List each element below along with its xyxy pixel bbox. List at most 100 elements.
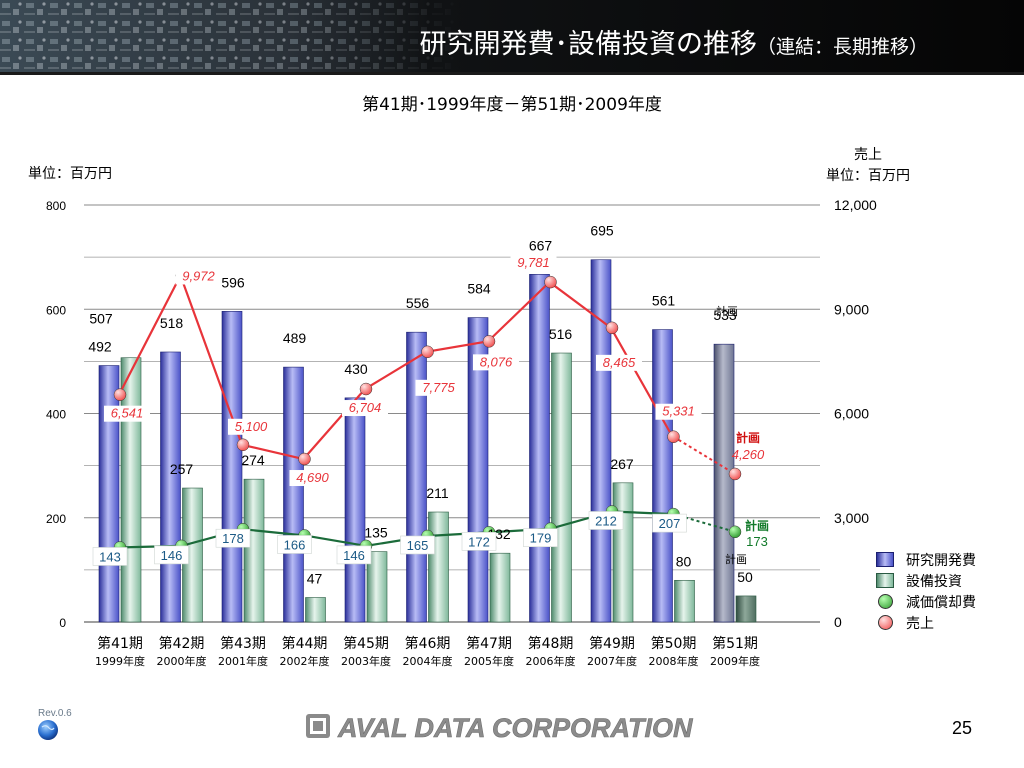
category-year-label: 1999年度 bbox=[95, 654, 145, 668]
rd-bar bbox=[652, 329, 673, 623]
depreciation-label-box bbox=[92, 547, 128, 566]
rd-value-label: 596 bbox=[221, 274, 245, 290]
right-tick-label: 9,000 bbox=[834, 301, 869, 317]
sales-value-label: 5,331 bbox=[662, 404, 695, 419]
rd-value-label: 695 bbox=[590, 223, 614, 239]
capex-value-label: 50 bbox=[737, 569, 753, 585]
sales-value-label: 5,100 bbox=[235, 419, 268, 434]
legend-label: 設備投資 bbox=[906, 573, 962, 590]
rd-value-label: 489 bbox=[283, 330, 307, 346]
depreciation-value-label: 212 bbox=[595, 513, 617, 528]
left-tick-label: 0 bbox=[59, 616, 66, 630]
right-axis-title: 売上 bbox=[854, 147, 882, 163]
depreciation-plan-label: 計画 bbox=[745, 518, 769, 533]
rd-value-label: 561 bbox=[652, 293, 676, 309]
capex-value-label: 257 bbox=[170, 461, 194, 477]
category-label: 第51期 bbox=[712, 635, 758, 652]
category-label: 第49期 bbox=[589, 635, 635, 652]
category-year-label: 2001年度 bbox=[218, 654, 268, 668]
legend-marker-icon bbox=[877, 615, 893, 630]
sales-label-box bbox=[289, 470, 336, 487]
legend-swatch bbox=[872, 552, 898, 568]
category-year-label: 2009年度 bbox=[710, 654, 760, 668]
category-year-label: 2002年度 bbox=[280, 654, 330, 668]
page-title-main: 研究開発費･設備投資の推移 bbox=[419, 29, 757, 60]
category-label: 第44期 bbox=[282, 635, 328, 652]
category-year-label: 2004年度 bbox=[403, 654, 453, 668]
left-axis-unit: 単位：百万円 bbox=[28, 166, 112, 182]
sales-value-label: 4,690 bbox=[296, 470, 329, 485]
depreciation-value-label: 146 bbox=[161, 548, 183, 563]
sales-marker bbox=[359, 382, 373, 396]
page-number: 25 bbox=[951, 718, 972, 738]
legend-item: 設備投資 bbox=[872, 570, 976, 591]
company-name: AVAL DATA CORPORATION bbox=[337, 713, 693, 743]
capex-bar bbox=[735, 595, 757, 623]
right-tick-label: 0 bbox=[834, 614, 842, 630]
sales-value-label: 7,775 bbox=[422, 380, 455, 395]
rd-bar bbox=[529, 274, 550, 623]
chart-legend: 研究開発費 設備投資 減価償却費 売上 bbox=[872, 549, 976, 633]
rd-bar bbox=[590, 259, 612, 623]
legend-item: 研究開発費 bbox=[872, 549, 976, 570]
sales-value-label: 9,972 bbox=[182, 268, 215, 283]
depreciation-value-label: 166 bbox=[284, 537, 306, 552]
depreciation-value-label: 179 bbox=[530, 531, 552, 546]
legend-label: 売上 bbox=[906, 615, 934, 632]
legend-label: 研究開発費 bbox=[906, 552, 976, 569]
sales-marker bbox=[236, 438, 250, 452]
category-year-label: 2000年度 bbox=[157, 654, 207, 668]
category-year-label: 2006年度 bbox=[526, 654, 576, 668]
depreciation-value-label: 165 bbox=[407, 538, 429, 553]
legend-item: 売上 bbox=[872, 612, 976, 633]
legend-bar-icon bbox=[876, 573, 894, 588]
left-tick-label: 200 bbox=[46, 512, 66, 526]
sales-marker bbox=[298, 452, 311, 466]
sales-marker bbox=[728, 467, 742, 481]
depreciation-label-box bbox=[400, 535, 435, 555]
rd-plan-label: 計画 bbox=[716, 304, 738, 318]
capex-bar bbox=[305, 597, 326, 623]
category-year-label: 2003年度 bbox=[341, 654, 391, 668]
line-series bbox=[113, 269, 742, 554]
legend-marker-icon bbox=[877, 594, 893, 609]
rd-value-label: 533 bbox=[713, 307, 737, 323]
sales-label-box bbox=[228, 418, 274, 435]
data-labels: 492 518 596 489 430 556 584 667 695 561 533 507 257 2… bbox=[88, 223, 769, 587]
sales-label-box bbox=[596, 354, 642, 371]
legend-swatch bbox=[872, 594, 898, 610]
category-label: 第43期 bbox=[220, 635, 266, 652]
depreciation-label-box bbox=[588, 511, 624, 530]
period-subtitle: 第41期･1999年度－第51期･2009年度 bbox=[362, 95, 662, 115]
sales-label-box bbox=[175, 268, 222, 285]
legend-bar-icon bbox=[876, 552, 894, 567]
sales-marker bbox=[605, 321, 619, 335]
category-label: 第45期 bbox=[343, 635, 389, 652]
depreciation-value-label: 207 bbox=[659, 516, 681, 531]
sales-marker bbox=[482, 335, 496, 348]
category-year-label: 2008年度 bbox=[649, 654, 699, 668]
legend-swatch bbox=[872, 573, 898, 589]
sales-value-label: 6,541 bbox=[111, 406, 144, 421]
right-tick-label: 12,000 bbox=[834, 197, 877, 213]
category-label: 第47期 bbox=[466, 635, 512, 652]
sales-plan-label: 計画 bbox=[736, 430, 760, 445]
rd-bar bbox=[344, 397, 366, 623]
depreciation-plan-value: 173 bbox=[746, 534, 768, 549]
sales-value-label: 8,465 bbox=[603, 355, 636, 370]
depreciation-label-box bbox=[336, 545, 372, 565]
legend-swatch bbox=[872, 615, 898, 631]
rd-value-label: 492 bbox=[88, 339, 112, 355]
capex-value-label: 47 bbox=[307, 571, 323, 587]
left-tick-label: 800 bbox=[46, 199, 66, 213]
company-logo-mark: AVAL DATA CORPORATION bbox=[306, 713, 693, 743]
right-axis-unit: 単位：百万円 bbox=[826, 168, 910, 184]
capex-bar bbox=[366, 551, 388, 623]
rd-value-label: 518 bbox=[160, 315, 184, 331]
depreciation-marker bbox=[728, 525, 742, 539]
sales-line bbox=[118, 272, 674, 461]
sales-marker bbox=[421, 345, 434, 359]
header-banner: 研究開発費･設備投資の推移（連結：長期推移） bbox=[0, 0, 1024, 75]
page-title-sub: （連結：長期推移） bbox=[756, 36, 928, 58]
bar-series bbox=[98, 259, 757, 623]
